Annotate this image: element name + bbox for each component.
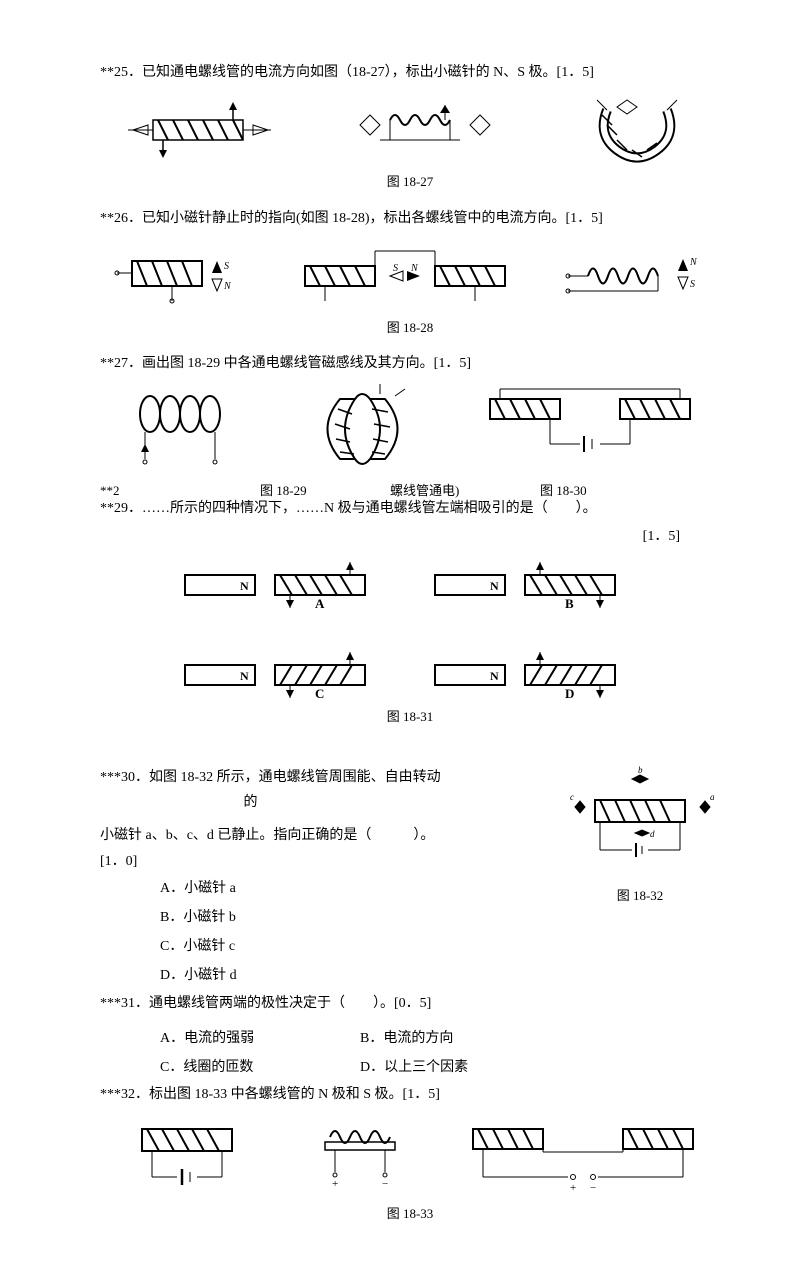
svg-text:C: C (315, 686, 324, 700)
svg-text:A: A (315, 596, 325, 610)
figure-18-28-caption: 图 18-28 (100, 316, 720, 339)
solenoid-compass-3: N S (558, 241, 708, 311)
figure-18-28-row: S N S N N S (100, 241, 720, 311)
question-30: ***30．如图 18-32 所示，通电螺线管周围能、自由转动 的 (100, 765, 540, 815)
question-25: **25．已知通电螺线管的电流方向如图（18-27），标出小磁针的 N、S 极。… (100, 60, 720, 85)
q30-opt-c: C．小磁针 c (160, 932, 360, 961)
svg-text:−: − (590, 1182, 596, 1194)
svg-text:N: N (689, 257, 698, 268)
figure-18-27-caption: 图 18-27 (100, 170, 720, 193)
question-26: **26．已知小磁针静止时的指向(如图 18-28)，标出各螺线管中的电流方向。… (100, 206, 720, 231)
q26-text: **26．已知小磁针静止时的指向(如图 18-28)，标出各螺线管中的电流方向。… (100, 211, 603, 226)
q30-line1: ***30．如图 18-32 所示，通电螺线管周围能、自由转动 (100, 770, 441, 785)
q31-opt-c: C．线圈的匝数 (160, 1053, 360, 1082)
q31-opt-b: B．电流的方向 (360, 1024, 560, 1053)
double-coil-diagram (480, 384, 700, 474)
q31-opt-a: A．电流的强弱 (160, 1024, 360, 1053)
svg-text:N: N (490, 579, 499, 593)
solenoid-33-2: +− (310, 1117, 410, 1197)
svg-text:+: + (570, 1182, 576, 1194)
question-31: ***31．通电螺线管两端的极性决定于（ ）。[0．5] (100, 991, 720, 1016)
solenoid-compass-1: S N (112, 241, 252, 311)
magnet-solenoid-d: N D (430, 650, 640, 700)
q30-opt-d: D．小磁针 d (160, 961, 360, 990)
solenoid-diagram-1 (123, 100, 273, 160)
q32-text: ***32．标出图 18-33 中各螺线管的 N 极和 S 极。[1．5] (100, 1087, 440, 1102)
svg-text:S: S (393, 263, 398, 274)
solenoid-diagram-3 (577, 95, 697, 165)
svg-text:c: c (570, 792, 574, 802)
magnet-solenoid-a: N A (180, 560, 390, 610)
figure-18-32-caption: 图 18-32 (560, 884, 720, 907)
horseshoe-coil-diagram (300, 384, 440, 474)
q31-text: ***31．通电螺线管两端的极性决定于（ ）。[0．5] (100, 996, 431, 1011)
svg-text:b: b (638, 765, 643, 775)
question-27: **27．画出图 18-29 中各通电螺线管磁感线及其方向。[1．5] (100, 351, 720, 376)
svg-text:B: B (565, 596, 574, 610)
svg-text:S: S (690, 279, 695, 290)
svg-text:N: N (490, 669, 499, 683)
figure-18-31-row: N A N B N C N D (100, 560, 720, 700)
magnet-solenoid-c: N C (180, 650, 390, 700)
svg-text:N: N (223, 281, 232, 292)
solenoid-33-3: +− (463, 1117, 703, 1197)
svg-text:D: D (565, 686, 574, 700)
svg-text:N: N (240, 669, 249, 683)
figure-18-33-row: +− +− (100, 1117, 720, 1197)
svg-text:d: d (650, 829, 655, 839)
q30-opt-b: B．小磁针 b (160, 903, 360, 932)
q29-score: [1．5] (100, 524, 720, 549)
svg-text:+: + (332, 1178, 338, 1190)
coil-diagram-1 (120, 384, 260, 474)
svg-text:N: N (410, 263, 419, 274)
figure-18-33-caption: 图 18-33 (100, 1202, 720, 1225)
solenoid-compass-2: S N (295, 241, 515, 311)
svg-text:S: S (224, 261, 229, 272)
q30-line2: 小磁针 a、b、c、d 已静止。指向正确的是（ ）。 (100, 823, 540, 848)
figure-18-29-30-overlap: **2 图 18-29 螺线管通电) 图 18-30 **29．……所示的四种情… (100, 384, 720, 524)
solenoid-diagram-2 (340, 100, 510, 160)
question-30-wrap: ***30．如图 18-32 所示，通电螺线管周围能、自由转动 的 小磁针 a、… (100, 765, 720, 991)
question-29-text: **29．……所示的四种情况下，……N 极与通电螺线管左端相吸引的是（ ）。 (100, 496, 720, 521)
question-32: ***32．标出图 18-33 中各螺线管的 N 极和 S 极。[1．5] (100, 1082, 720, 1107)
q27-text: **27．画出图 18-29 中各通电螺线管磁感线及其方向。[1．5] (100, 356, 471, 371)
svg-text:a: a (710, 792, 715, 802)
q30-score: [1．0] (100, 849, 540, 874)
q25-text: **25．已知通电螺线管的电流方向如图（18-27），标出小磁针的 N、S 极。… (100, 65, 594, 80)
magnet-solenoid-b: N B (430, 560, 640, 610)
svg-text:N: N (240, 579, 249, 593)
figure-18-31-caption: 图 18-31 (100, 705, 720, 728)
figure-18-32: b c a d 图 18-32 (560, 765, 720, 908)
q30-line1b: 的 (244, 795, 258, 810)
svg-text:−: − (382, 1178, 388, 1190)
q30-opt-a: A．小磁针 a (160, 874, 360, 903)
figure-18-27-row (100, 95, 720, 165)
q31-opt-d: D．以上三个因素 (360, 1053, 560, 1082)
solenoid-33-1 (117, 1117, 257, 1197)
